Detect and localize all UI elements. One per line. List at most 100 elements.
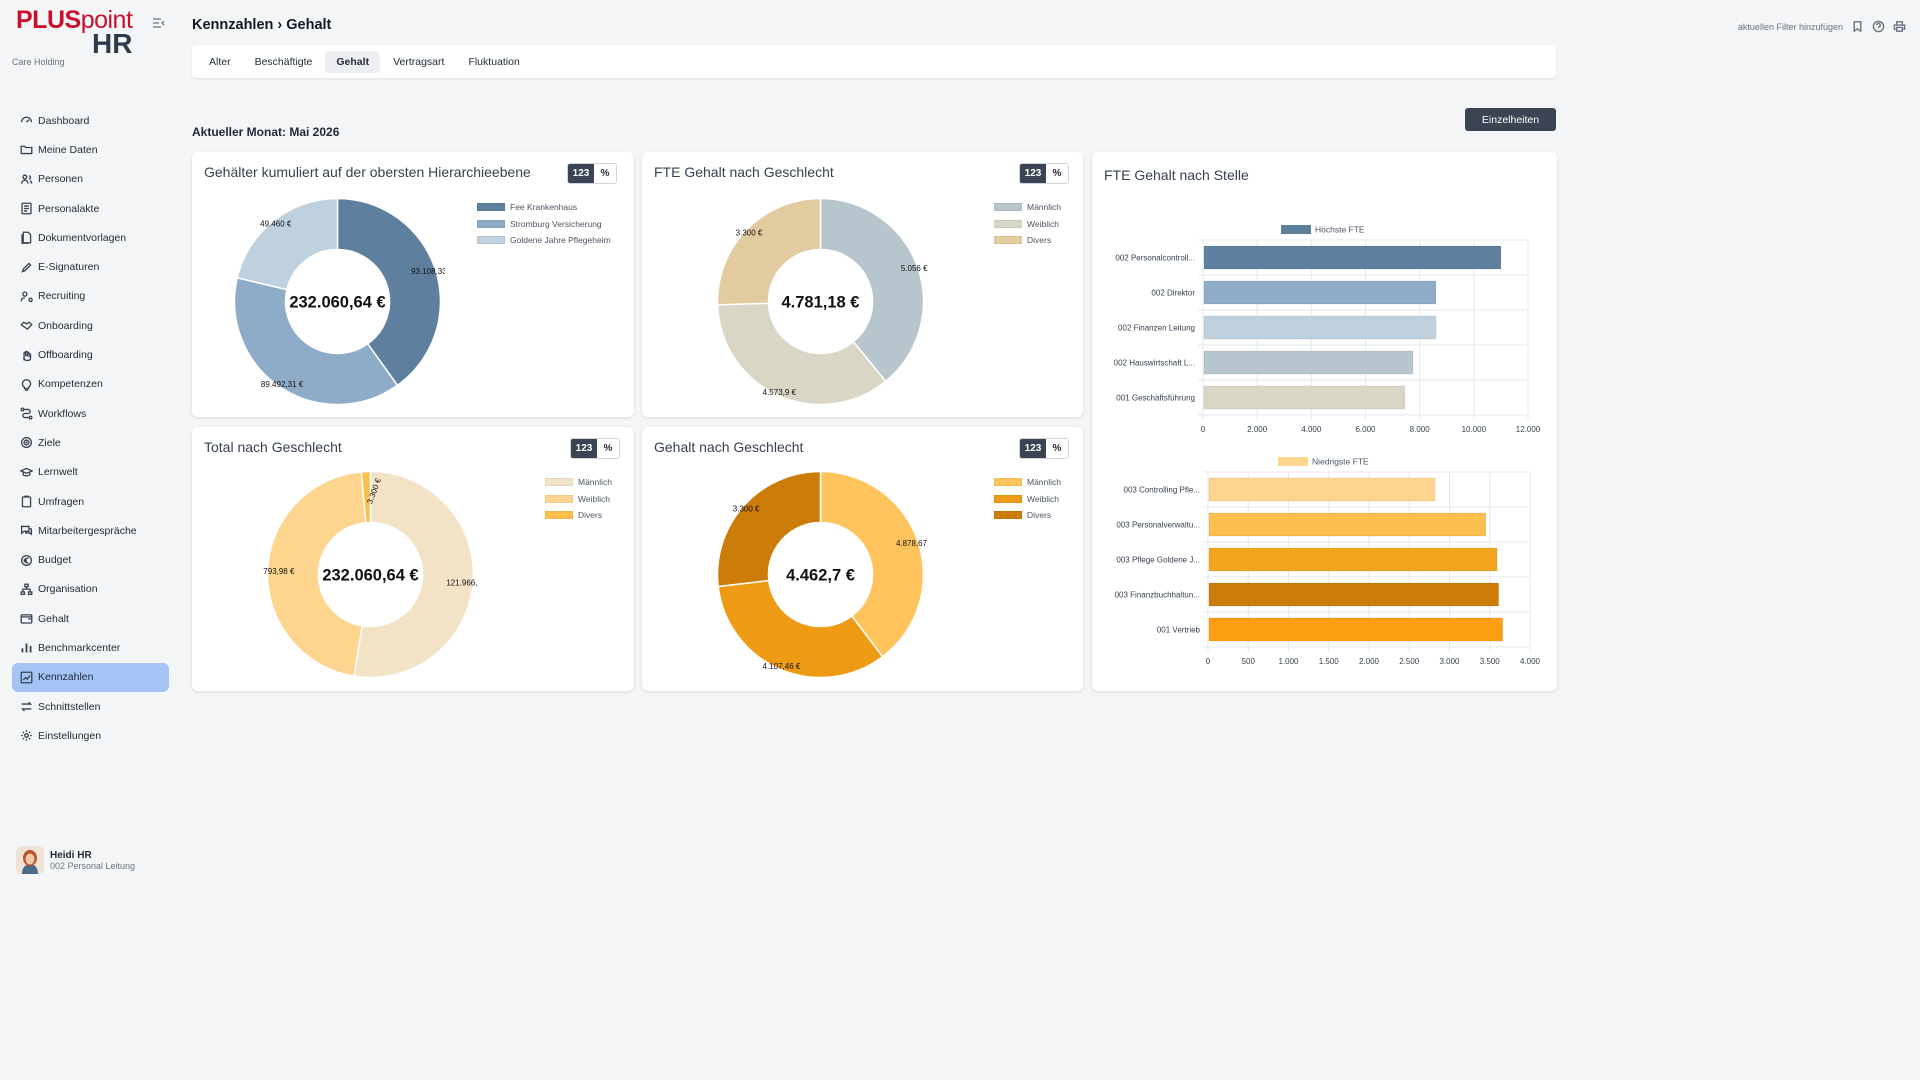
- legend-swatch: [545, 494, 573, 503]
- legend-item[interactable]: Weiblich: [994, 491, 1061, 508]
- sidebar-item-personen[interactable]: Personen: [12, 165, 169, 194]
- absolute-toggle-button[interactable]: 123: [568, 164, 594, 183]
- donut-slice[interactable]: [819, 197, 925, 383]
- legend-swatch: [1281, 225, 1311, 234]
- bar[interactable]: [1208, 547, 1498, 572]
- chart-legend: Männlich Weiblich Divers: [545, 474, 612, 524]
- help-icon[interactable]: [1872, 20, 1885, 33]
- sidebar-item-label: Ziele: [38, 436, 61, 449]
- absolute-toggle-button[interactable]: 123: [1020, 439, 1046, 458]
- tab-fluktuation[interactable]: Fluktuation: [468, 55, 520, 68]
- legend-item[interactable]: Divers: [994, 507, 1061, 524]
- sidebar-nav: Dashboard Meine Daten Personen Personalakte…: [12, 106, 169, 751]
- x-tick-label: 1.000: [1278, 657, 1299, 666]
- sidebar-item-budget[interactable]: Budget: [12, 545, 169, 574]
- y-category-label: 002 Personalcontroll...: [1115, 254, 1195, 263]
- legend-swatch: [545, 511, 573, 520]
- add-filter-link[interactable]: aktuellen Filter hinzufügen: [1737, 21, 1843, 32]
- sidebar-item-recruiting[interactable]: Recruiting: [12, 282, 169, 311]
- x-tick-label: 2.500: [1399, 657, 1420, 666]
- sidebar-item-organisation[interactable]: Organisation: [12, 575, 169, 604]
- bar[interactable]: [1208, 617, 1504, 642]
- sidebar-item-meine-daten[interactable]: Meine Daten: [12, 135, 169, 164]
- sidebar-item-label: Meine Daten: [38, 143, 98, 156]
- legend-item[interactable]: Goldene Jahre Pflegeheim: [477, 232, 611, 249]
- sidebar-item-offboarding[interactable]: Offboarding: [12, 340, 169, 369]
- sidebar-item-e-signaturen[interactable]: E-Signaturen: [12, 252, 169, 281]
- legend-item[interactable]: Fee Krankenhaus: [477, 199, 611, 216]
- sidebar-item-einstellungen[interactable]: Einstellungen: [12, 721, 169, 750]
- legend-item[interactable]: Divers: [545, 507, 612, 524]
- sidebar-item-personalakte[interactable]: Personalakte: [12, 194, 169, 223]
- sidebar-item-umfragen[interactable]: Umfragen: [12, 487, 169, 516]
- sidebar-item-dashboard[interactable]: Dashboard: [12, 106, 169, 135]
- chart-title: Gehalt nach Geschlecht: [654, 439, 804, 455]
- sidebar-item-schnittstellen[interactable]: Schnittstellen: [12, 692, 169, 721]
- legend-item[interactable]: Männlich: [994, 199, 1061, 216]
- bar[interactable]: [1203, 280, 1437, 305]
- chart-legend[interactable]: Niedrigste FTE: [1278, 457, 1369, 467]
- sidebar-item-onboarding[interactable]: Onboarding: [12, 311, 169, 340]
- donut-slice[interactable]: [360, 470, 372, 524]
- bar[interactable]: [1208, 477, 1436, 502]
- app-logo[interactable]: PLUSpoint HR: [16, 8, 133, 58]
- chart-title: Total nach Geschlecht: [204, 439, 342, 455]
- donut-slice[interactable]: [819, 470, 925, 658]
- percent-toggle-button[interactable]: %: [1046, 164, 1068, 183]
- legend-item[interactable]: Weiblich: [994, 216, 1061, 233]
- donut-slice[interactable]: [716, 302, 887, 406]
- tab-vertragsart[interactable]: Vertragsart: [393, 55, 445, 68]
- bar[interactable]: [1203, 315, 1437, 340]
- print-icon[interactable]: [1893, 20, 1906, 33]
- details-button[interactable]: Einzelheiten: [1465, 108, 1556, 131]
- percent-toggle-button[interactable]: %: [594, 164, 616, 183]
- y-category-label: 003 Personalverwaltu...: [1116, 521, 1200, 530]
- collapse-sidebar-icon[interactable]: [151, 16, 165, 30]
- absolute-toggle-button[interactable]: 123: [571, 439, 597, 458]
- bookmark-icon[interactable]: [1851, 20, 1864, 33]
- bar[interactable]: [1208, 512, 1487, 537]
- percent-toggle-button[interactable]: %: [597, 439, 619, 458]
- donut-slice[interactable]: [336, 197, 442, 387]
- donut-slice[interactable]: [717, 579, 884, 679]
- tab-beschäftigte[interactable]: Beschäftigte: [254, 55, 313, 68]
- absolute-toggle-button[interactable]: 123: [1020, 164, 1046, 183]
- bar[interactable]: [1203, 350, 1414, 375]
- legend-item[interactable]: Männlich: [994, 474, 1061, 491]
- chart-legend[interactable]: Höchste FTE: [1281, 225, 1365, 235]
- x-tick-label: 0: [1201, 425, 1206, 434]
- donut-slice[interactable]: [716, 197, 822, 306]
- donut-slice[interactable]: [233, 276, 399, 406]
- legend-item[interactable]: Weiblich: [545, 491, 612, 508]
- sidebar: PLUSpoint HR Care Holding Dashboard Meine…: [0, 0, 180, 881]
- donut-slice[interactable]: [236, 197, 339, 291]
- sidebar-item-workflows[interactable]: Workflows: [12, 399, 169, 428]
- sidebar-item-lernwelt[interactable]: Lernwelt: [12, 458, 169, 487]
- sidebar-item-mitarbeitergespräche[interactable]: Mitarbeitergespräche: [12, 516, 169, 545]
- user-profile[interactable]: Heidi HR 002 Personal Leitung: [16, 846, 135, 874]
- percent-toggle-button[interactable]: %: [1046, 439, 1068, 458]
- bar[interactable]: [1208, 582, 1500, 607]
- people-icon: [20, 174, 33, 184]
- legend-item[interactable]: Stromburg Versicherung: [477, 216, 611, 233]
- sidebar-item-benchmarkcenter[interactable]: Benchmarkcenter: [12, 633, 169, 662]
- donut-slice[interactable]: [266, 471, 367, 678]
- legend-swatch: [545, 478, 573, 487]
- x-tick-label: 4.000: [1301, 425, 1322, 434]
- donut-slice[interactable]: [716, 470, 822, 588]
- sidebar-item-gehalt[interactable]: Gehalt: [12, 604, 169, 633]
- sidebar-item-dokumentvorlagen[interactable]: Dokumentvorlagen: [12, 223, 169, 252]
- slice-value-label: 3.300 €: [736, 228, 763, 237]
- bar[interactable]: [1203, 245, 1502, 270]
- tab-alter[interactable]: Alter: [209, 55, 231, 68]
- x-tick-label: 4.000: [1520, 657, 1541, 666]
- sidebar-item-ziele[interactable]: Ziele: [12, 428, 169, 457]
- tab-gehalt[interactable]: Gehalt: [325, 50, 381, 73]
- legend-item[interactable]: Männlich: [545, 474, 612, 491]
- sidebar-item-kennzahlen[interactable]: Kennzahlen: [12, 662, 169, 692]
- sidebar-item-kompetenzen[interactable]: Kompetenzen: [12, 370, 169, 399]
- legend-item[interactable]: Divers: [994, 232, 1061, 249]
- legend-swatch: [994, 219, 1022, 228]
- bar[interactable]: [1203, 385, 1406, 410]
- donut-slice[interactable]: [353, 470, 475, 679]
